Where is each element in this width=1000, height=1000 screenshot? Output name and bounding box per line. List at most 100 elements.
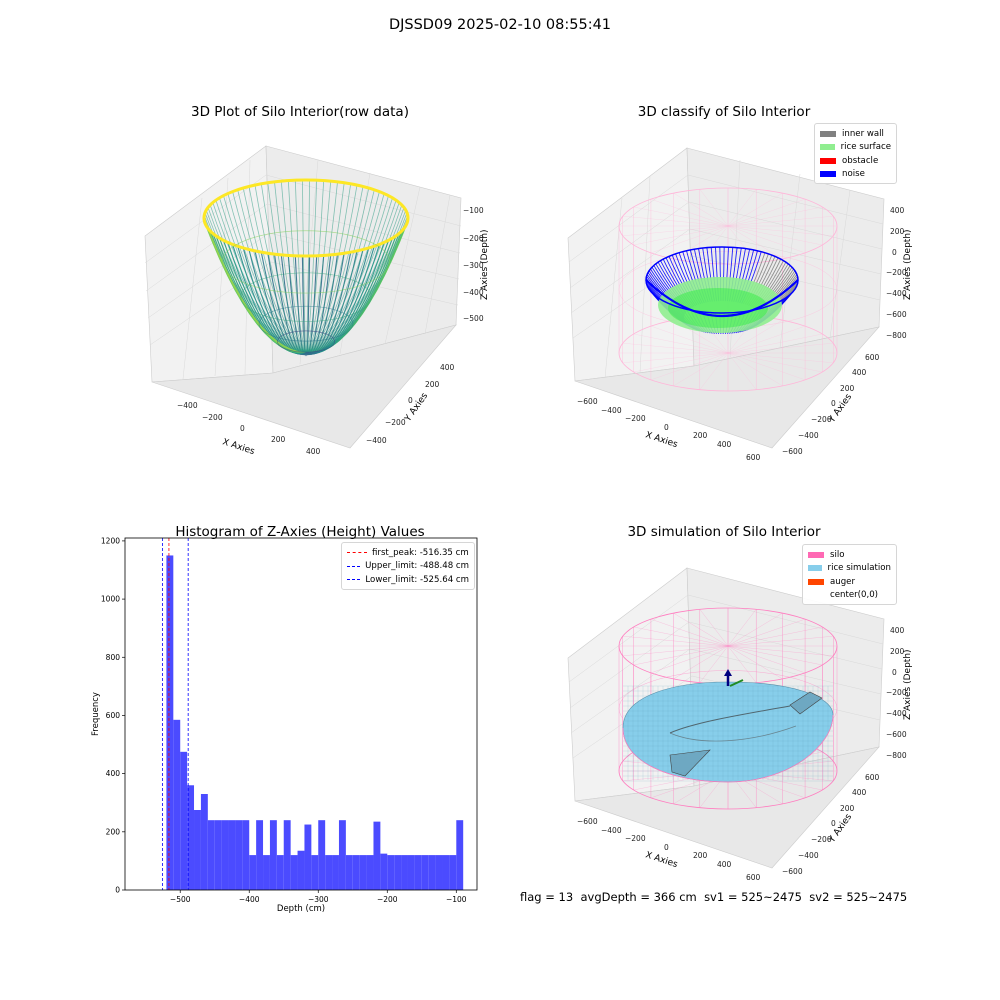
panel2-silo-floor-spoke [727,352,823,373]
status-sv2: sv2 = 525~2475 [809,890,908,904]
panel2-z-tick: −400 [886,289,907,298]
panel4-x-tick: −400 [601,826,622,835]
panel2-x-tick: 600 [746,453,761,462]
bowl-contour [258,305,354,342]
panel2-silo-floor-spoke [727,352,783,387]
bowl-meridian [242,188,307,353]
panel2-silo-floor-spoke [622,352,729,364]
panel4-silo-roof-spoke [699,609,729,647]
bowl-meridian [209,204,307,353]
panel1-z-ticks: −500 −400 −300 −200 −100 [463,206,484,323]
panel2-z-tick: 200 [890,227,905,236]
panel4-z-tick: −600 [886,730,907,739]
histogram-bar [414,855,422,890]
legend-entry-noise: noise [820,168,891,182]
histogram-bar [228,820,236,890]
panel2-silo-roof-spoke [727,198,806,227]
panel2-silo-roof-spoke [699,225,729,263]
legend-entry-auger: auger [808,575,891,589]
center-arrow-head [724,669,732,676]
legend-line [347,565,361,567]
panel1-x-tick: −200 [202,413,223,422]
panel4-z-tick: 400 [890,626,905,635]
panel2-y-tick: 200 [840,384,855,393]
bowl-meridian [305,202,400,353]
panel2-y-tick: −200 [811,415,832,424]
panel2-floor-pane [574,326,880,449]
panel1-z-label: Z Axies (Depth) [480,229,490,300]
bowl-meridian [305,193,385,353]
panel4-y-tick: 400 [852,788,867,797]
panel2-silo-floor-spoke [650,352,729,381]
panel2-y-tick: 600 [865,353,880,362]
classified-front-edge [645,279,799,318]
histogram-frame [124,537,478,891]
panel2-silo-roof-spoke [727,225,823,246]
panel2-y-label: Y Axies [827,392,855,425]
panel1-y-ticks: −400 −200 0 200 400 [366,363,455,445]
bowl-meridian [305,189,375,353]
panel2-silo-floor-spoke [633,352,729,373]
panel1-x-tick: 0 [240,424,245,433]
histogram-bar [394,855,402,890]
panel4-y-tick: −600 [782,867,803,876]
panel1-z-tick: −400 [463,288,484,297]
rice-mesh [623,685,833,782]
legend-patch [820,144,835,151]
panel3-title: Histogram of Z-Axies (Height) Values [175,524,425,540]
bowl-meridian [305,209,407,353]
histogram-bar [207,820,215,890]
panel4-silo-roof-spoke [622,645,729,657]
histogram-x-tick-label: −300 [308,895,329,904]
bowl-meridian [260,183,307,353]
panel4-x-tick: 0 [664,843,669,852]
histogram-bar [187,785,195,890]
panel2-y-tick: −400 [798,431,819,440]
panel2-z-tick: −600 [886,310,907,319]
panel2-silo-floor-spoke [727,352,806,381]
panel4-silo-roof-spoke [633,626,729,647]
panel1-z-tick: −500 [463,314,484,323]
histogram-x-ticks: −500 −400 −300 −200 −100 [170,890,467,904]
panel1-y-tick: 200 [425,380,440,389]
panel2-silo-roof-spoke [727,225,783,260]
panel2-classified-points [645,246,799,335]
panel2-silo-roof-spoke [633,225,729,246]
panel4-y-tick: 0 [831,819,836,828]
panel1-y-label: Y Axies [403,391,431,424]
panel4-silo-roof-spoke [727,635,834,647]
histogram-legend: first_peak: -516.35 cm Upper_limit: -488… [341,542,475,590]
panel2-silo-floor-spoke [727,319,783,354]
panel1-x-label: X Axies [221,437,256,457]
panel2-silo-floor-spoke [622,342,729,354]
panel2-silo-floor-spoke [727,333,823,354]
panel2-silo-floor-spoke [633,333,729,354]
histogram-y-ticks: 0 200 400 600 800 1000 1200 [101,536,125,895]
histogram-plot-area [162,538,464,890]
histogram-bar [249,855,257,890]
bowl-meridian [305,185,358,353]
panel4-silo-roof-spoke [727,645,834,657]
legend-patch [820,130,836,137]
legend-entry-center: center(0,0) [808,589,891,603]
panel2-y-tick: 400 [852,368,867,377]
panel4-x-tick: 200 [693,851,708,860]
panel4-x-tick: −600 [577,817,598,826]
panel2-3d-plot: −600 −400 −200 0 200 400 600 X Axies −60… [567,147,913,462]
histogram-bar [200,794,208,890]
legend-patch [820,157,836,164]
histogram-bar [180,751,188,890]
panel4-y-tick: 200 [840,804,855,813]
histogram-bar [166,555,174,890]
legend-entry-silo: silo [808,548,891,562]
histogram-bar [442,855,450,890]
histogram-bar [387,855,395,890]
status-sv1: sv1 = 525~2475 [704,890,802,904]
histogram-bar [449,855,457,890]
panel2-silo-roof-spoke [622,215,729,227]
panel1-3d-plot: −400 −200 0 200 400 X Axies −400 −200 0 … [144,145,490,457]
panel1-back-pane-left [144,145,274,383]
bowl-meridian [294,180,307,353]
histogram-y-tick-label: 400 [106,769,121,778]
histogram-bar [194,810,201,890]
